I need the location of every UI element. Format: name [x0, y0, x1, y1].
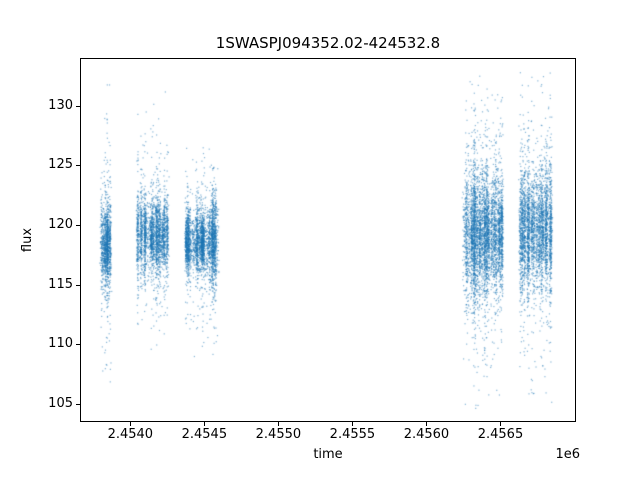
x-tick-label: 2.4545: [181, 427, 228, 442]
y-tick-label: 130: [48, 97, 73, 113]
y-tick-label: 120: [48, 217, 73, 233]
y-tick-label: 110: [48, 336, 73, 352]
y-tick-label: 105: [48, 396, 73, 412]
x-tick: [278, 422, 280, 426]
x-tick: [500, 422, 502, 426]
chart-title: 1SWASPJ094352.02-424532.8: [215, 34, 441, 52]
y-tick: [76, 344, 80, 346]
scatter-canvas: [80, 58, 576, 422]
y-tick: [76, 105, 80, 107]
x-tick: [130, 422, 132, 426]
y-tick: [76, 404, 80, 406]
x-axis-label: time: [313, 447, 343, 462]
x-tick: [426, 422, 428, 426]
x-tick-label: 2.4565: [477, 427, 524, 442]
x-tick-label: 2.4560: [403, 427, 450, 442]
x-tick-label: 2.4540: [107, 427, 154, 442]
y-tick-label: 115: [48, 276, 73, 292]
x-tick: [204, 422, 206, 426]
y-tick: [76, 165, 80, 167]
x-tick: [352, 422, 354, 426]
x-tick-label: 2.4555: [329, 427, 376, 442]
y-tick-label: 125: [48, 157, 73, 173]
x-tick-label: 2.4550: [255, 427, 302, 442]
y-tick: [76, 225, 80, 227]
x-axis-offset-label: 1e6: [555, 447, 580, 462]
y-tick: [76, 284, 80, 286]
